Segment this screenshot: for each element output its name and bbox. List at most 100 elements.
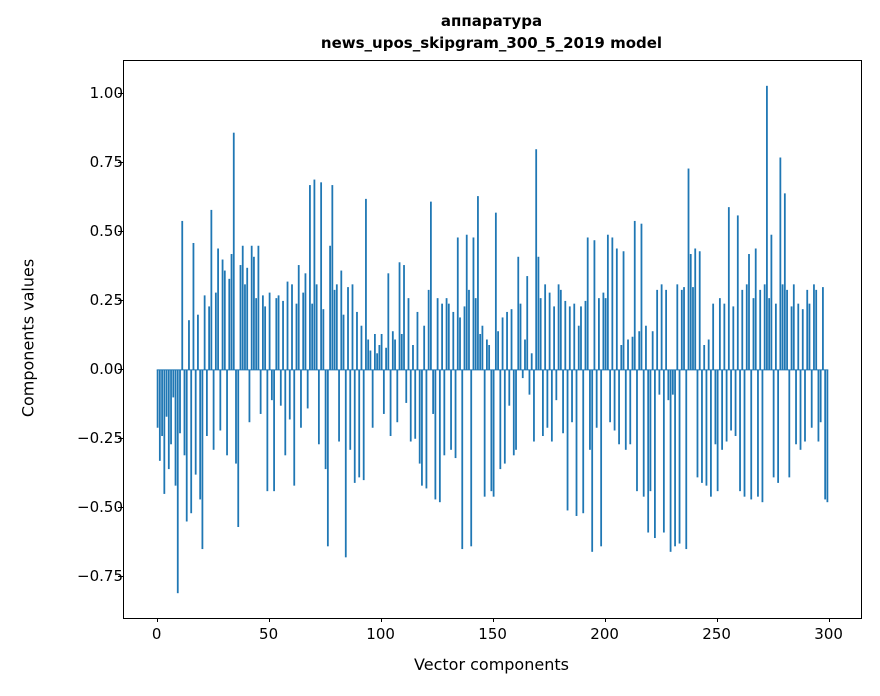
bar xyxy=(701,369,703,483)
bar xyxy=(669,369,672,552)
bar xyxy=(239,265,242,370)
bar xyxy=(490,369,493,492)
bar xyxy=(568,306,571,370)
bar xyxy=(257,245,260,370)
bar xyxy=(335,284,338,370)
bar xyxy=(293,369,296,486)
bar xyxy=(282,300,284,370)
bar xyxy=(356,311,358,370)
bar xyxy=(595,369,598,428)
bar xyxy=(535,149,538,370)
bar xyxy=(441,303,443,370)
bar xyxy=(400,333,403,370)
bar xyxy=(331,185,334,370)
bar xyxy=(636,369,638,492)
bar xyxy=(387,273,390,370)
bar xyxy=(766,85,768,370)
bar xyxy=(208,306,211,370)
bar xyxy=(326,369,329,547)
bar xyxy=(618,369,620,445)
bar xyxy=(573,303,576,370)
bar xyxy=(286,281,289,370)
bar xyxy=(589,369,591,450)
bar xyxy=(559,289,562,370)
bar xyxy=(277,295,280,370)
bar xyxy=(163,369,166,494)
bar xyxy=(279,369,282,406)
bar xyxy=(748,254,750,370)
bar xyxy=(804,369,806,442)
bar xyxy=(362,369,365,481)
bar xyxy=(781,284,784,370)
y-tick-mark xyxy=(118,575,123,577)
bar xyxy=(824,369,827,500)
bar xyxy=(530,353,533,370)
bar xyxy=(736,215,739,370)
bar xyxy=(539,298,542,370)
bar xyxy=(745,284,748,370)
bar xyxy=(730,369,732,431)
bar xyxy=(425,369,428,489)
y-tick-mark xyxy=(118,93,123,95)
x-tick-mark xyxy=(156,618,158,622)
bar xyxy=(270,369,273,401)
bar xyxy=(156,369,159,428)
bar xyxy=(378,345,381,370)
bar xyxy=(223,270,226,370)
bar xyxy=(656,289,659,370)
bar xyxy=(432,369,435,414)
bar xyxy=(494,212,497,370)
bar xyxy=(434,369,437,500)
bar xyxy=(203,295,206,370)
x-tick-mark xyxy=(380,618,382,622)
bar xyxy=(452,311,455,370)
bar xyxy=(470,369,473,547)
bar xyxy=(813,284,815,370)
bar xyxy=(826,369,829,503)
bar xyxy=(344,369,347,558)
bar xyxy=(192,242,195,370)
bar xyxy=(822,287,824,370)
bar xyxy=(300,369,302,428)
x-axis-label: Vector components xyxy=(414,655,569,674)
bar xyxy=(604,298,607,370)
y-tick-label: 0.25 xyxy=(89,290,123,309)
bar xyxy=(819,369,822,423)
bar xyxy=(443,369,446,456)
bar xyxy=(190,369,193,514)
bar xyxy=(412,345,414,370)
bar xyxy=(430,201,432,370)
bar xyxy=(584,300,587,370)
bar xyxy=(394,339,396,370)
bar xyxy=(391,331,394,370)
bar xyxy=(629,369,632,445)
bar xyxy=(167,369,170,470)
bar xyxy=(503,369,506,464)
bar xyxy=(752,298,755,370)
bar xyxy=(517,256,520,370)
y-axis-label: Components values xyxy=(18,258,38,418)
chart-title-word: аппаратура xyxy=(440,12,543,30)
y-tick-mark xyxy=(118,299,123,301)
bar xyxy=(447,303,450,370)
x-tick-mark xyxy=(716,618,718,622)
y-tick-mark xyxy=(118,162,123,163)
bar xyxy=(770,234,773,370)
bar xyxy=(219,369,222,431)
bar xyxy=(606,234,609,370)
bar xyxy=(486,339,488,370)
bar xyxy=(562,369,564,434)
chart-title-model: news_upos_skipgram_300_5_2019 model xyxy=(320,34,663,52)
bar xyxy=(799,369,802,450)
y-tick-label: 1.00 xyxy=(89,84,123,103)
bar xyxy=(506,311,508,370)
bar xyxy=(295,303,298,370)
bar xyxy=(250,245,253,370)
bar xyxy=(385,347,387,370)
x-tick-label: 250 xyxy=(702,625,731,643)
bar xyxy=(333,289,336,370)
bar xyxy=(707,339,710,370)
bar xyxy=(763,284,766,370)
chart-title: аппаратура news_upos_skipgram_300_5_2019… xyxy=(123,10,860,54)
